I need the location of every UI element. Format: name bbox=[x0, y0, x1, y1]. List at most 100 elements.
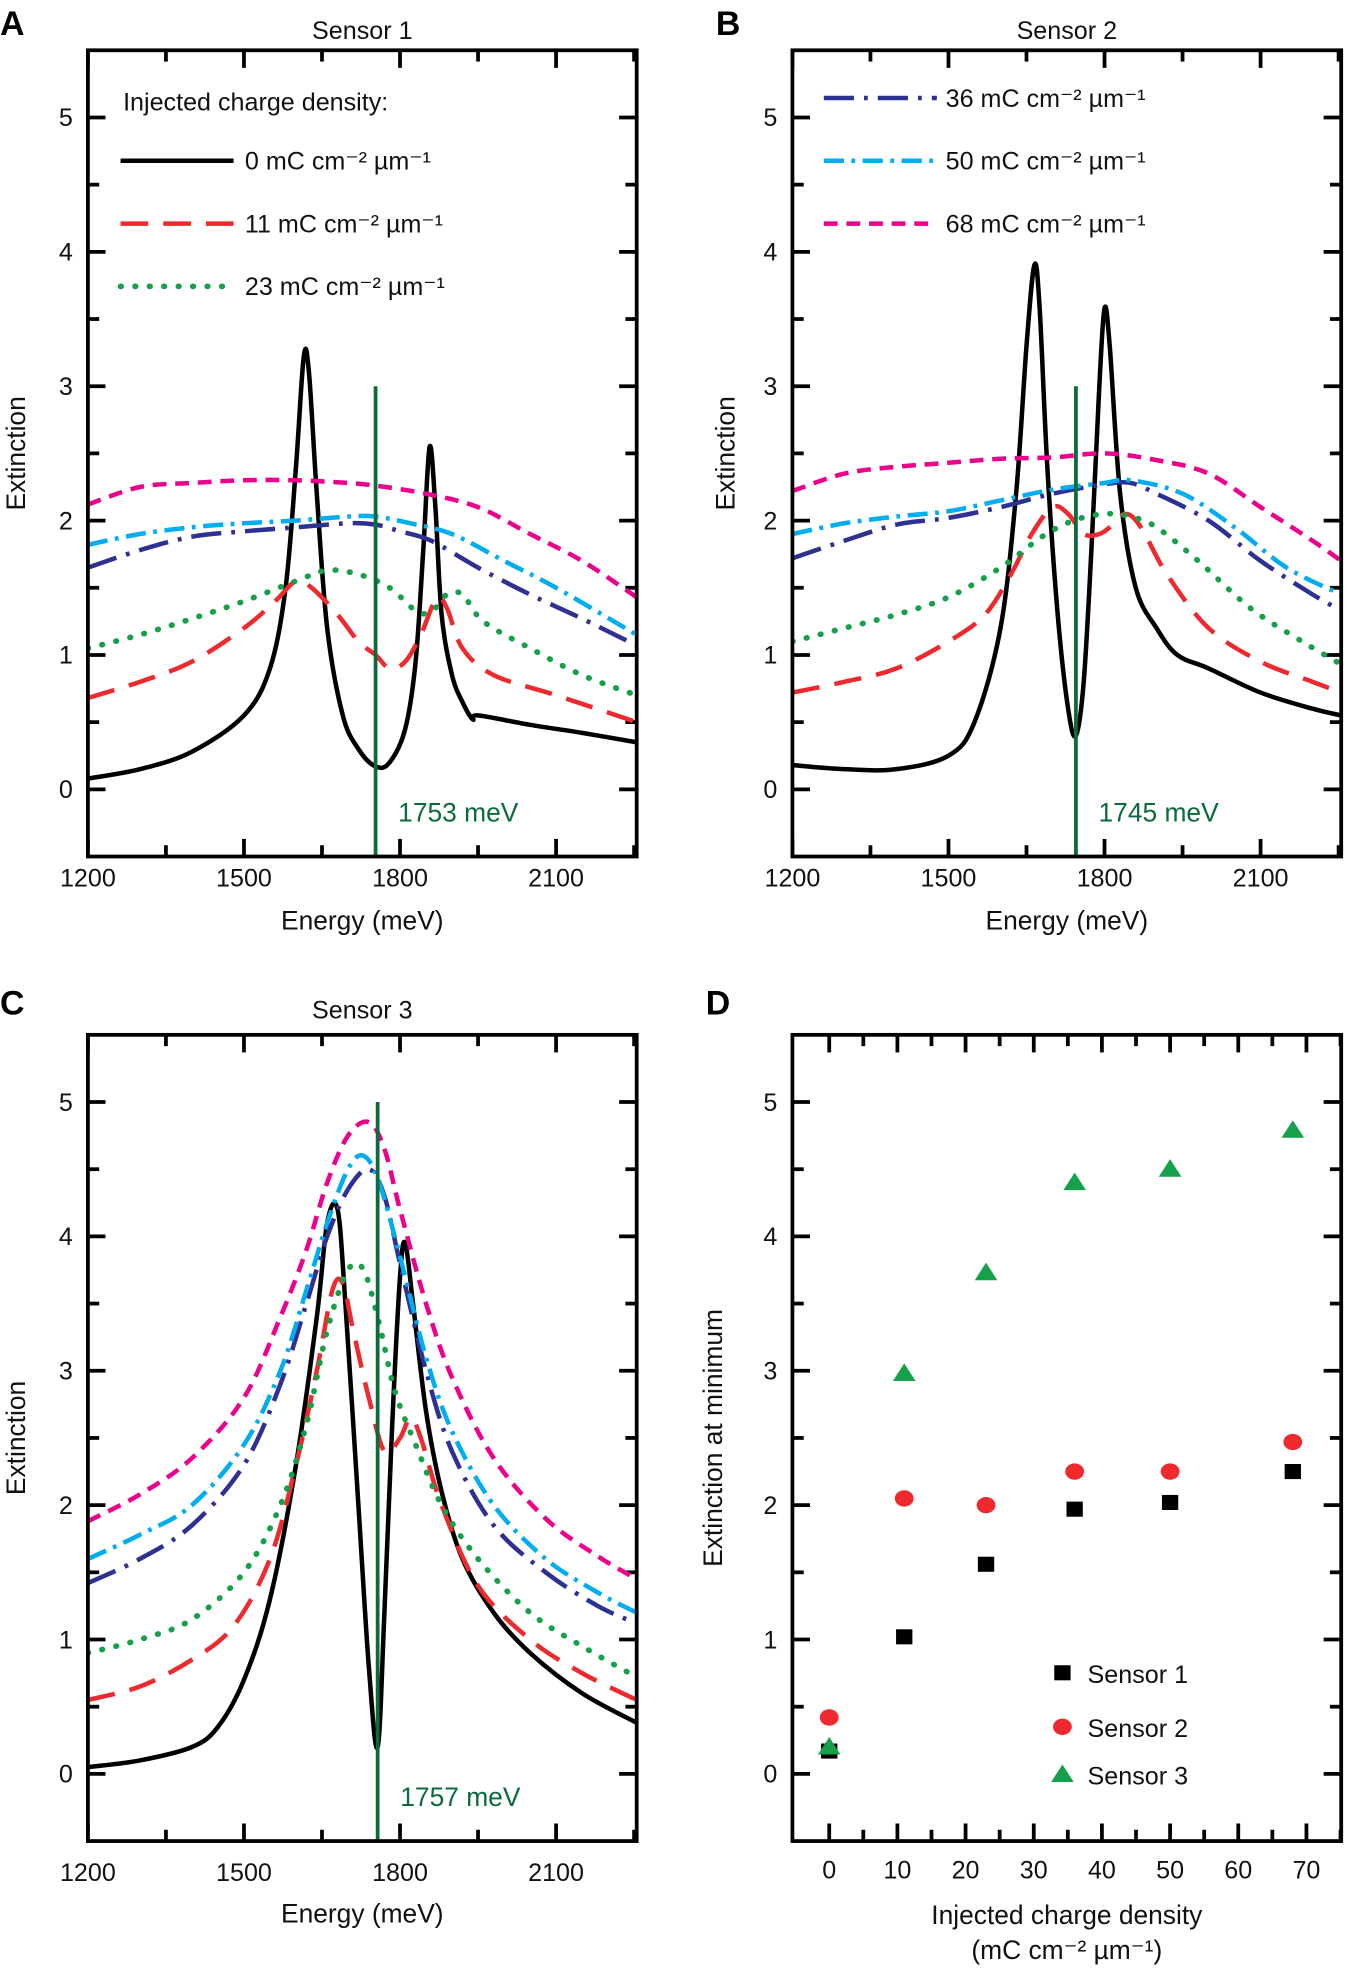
x-tick-label: 1800 bbox=[372, 1859, 428, 1887]
panel-c: C Sensor 3 1200 1500 1800 2100 0 1 2 3 4 5 Energy (m… bbox=[0, 985, 639, 1929]
x-tick-label: 1200 bbox=[60, 865, 116, 893]
series-line-3 bbox=[87, 1166, 637, 1626]
panel-d: D 0 10 20 30 40 50 60 70 0 1 2 3 4 5 Injected charge de… bbox=[698, 985, 1344, 1965]
legend-title: Injected charge density: bbox=[123, 89, 388, 117]
series-line-4 bbox=[87, 1152, 637, 1615]
x-tick-label: 1200 bbox=[60, 1859, 116, 1887]
legend-label: Sensor 1 bbox=[1088, 1661, 1189, 1689]
panel-letter: B bbox=[716, 5, 740, 43]
y-tick-label: 1 bbox=[763, 642, 777, 670]
plot-frame bbox=[790, 1032, 1344, 1843]
legend-label: 0 mC cm⁻² µm⁻¹ bbox=[245, 148, 431, 176]
x-tick-label: 1500 bbox=[921, 865, 977, 893]
legend: 36 mC cm⁻² µm⁻¹ 50 mC cm⁻² µm⁻¹ 68 mC cm⁻²… bbox=[823, 85, 1146, 238]
panel-b: B Sensor 2 1200 1500 1800 2100 0 1 2 3 4 5 Energy (m… bbox=[711, 5, 1344, 935]
legend-label: Sensor 3 bbox=[1088, 1763, 1189, 1791]
series-line-0 bbox=[87, 1200, 637, 1770]
y-axis-label: Extinction bbox=[711, 396, 741, 510]
x-axis-label: Energy (meV) bbox=[281, 1899, 444, 1929]
panel-title: Sensor 3 bbox=[312, 997, 412, 1025]
x-tick-label: 1800 bbox=[1077, 865, 1133, 893]
resonance-label: 1745 meV bbox=[1099, 797, 1220, 827]
data-point-square bbox=[977, 1556, 995, 1572]
data-point-square bbox=[1284, 1464, 1301, 1480]
y-tick-label: 2 bbox=[59, 507, 73, 535]
series-line-4 bbox=[792, 477, 1342, 597]
y-tick-label: 3 bbox=[763, 373, 777, 401]
data-point-triangle bbox=[1063, 1172, 1086, 1191]
y-tick-label: 4 bbox=[763, 1223, 777, 1251]
y-tick-label: 0 bbox=[763, 1761, 777, 1789]
y-tick-label: 5 bbox=[763, 1089, 777, 1117]
data-point-circle bbox=[1065, 1463, 1085, 1480]
legend-marker-triangle bbox=[1051, 1764, 1074, 1783]
x-tick-label: 70 bbox=[1292, 1857, 1320, 1885]
plot-frame bbox=[790, 48, 1344, 859]
x-axis-label: Energy (meV) bbox=[281, 905, 444, 935]
series-line-2 bbox=[87, 1260, 637, 1680]
data-point-square bbox=[1161, 1494, 1179, 1510]
y-tick-label: 1 bbox=[59, 1626, 73, 1654]
y-tick-label: 2 bbox=[763, 507, 777, 535]
panel-letter: C bbox=[0, 985, 24, 1023]
y-tick-label: 0 bbox=[763, 776, 777, 804]
resonance-label: 1753 meV bbox=[398, 797, 519, 827]
y-axis-label: Extinction at minimum bbox=[698, 1309, 728, 1567]
legend-label: 50 mC cm⁻² µm⁻¹ bbox=[946, 148, 1146, 176]
x-tick-label: 1200 bbox=[764, 865, 820, 893]
series-line-2 bbox=[792, 510, 1342, 668]
x-axis-label: Energy (meV) bbox=[986, 905, 1149, 935]
x-tick-label: 1500 bbox=[216, 865, 272, 893]
data-point-triangle bbox=[974, 1262, 998, 1281]
y-tick-label: 0 bbox=[59, 1761, 73, 1789]
y-tick-label: 5 bbox=[59, 1089, 73, 1117]
plot-area bbox=[87, 346, 637, 857]
legend-label: 68 mC cm⁻² µm⁻¹ bbox=[946, 210, 1146, 238]
x-tick-label: 40 bbox=[1088, 1857, 1116, 1885]
x-tick-label: 2100 bbox=[528, 1859, 584, 1887]
y-tick-label: 3 bbox=[59, 373, 73, 401]
data-point-triangle bbox=[817, 1736, 841, 1755]
y-tick-label: 5 bbox=[763, 104, 777, 132]
data-point-circle bbox=[1160, 1463, 1180, 1480]
legend-marker-square bbox=[1054, 1665, 1071, 1681]
panel-letter: A bbox=[0, 5, 24, 43]
x-tick-label: 60 bbox=[1224, 1857, 1252, 1885]
y-axis-label: Extinction bbox=[1, 1381, 31, 1495]
y-tick-label: 4 bbox=[59, 1223, 73, 1251]
panel-letter: D bbox=[706, 985, 730, 1023]
x-tick-label: 0 bbox=[822, 1857, 836, 1885]
plot-area bbox=[817, 1120, 1305, 1759]
plot-frame bbox=[86, 48, 639, 859]
y-tick-label: 4 bbox=[59, 239, 73, 267]
x-tick-label: 20 bbox=[952, 1857, 980, 1885]
plot-frame bbox=[86, 1032, 639, 1843]
legend: Sensor 1 Sensor 2 Sensor 3 bbox=[1051, 1661, 1188, 1791]
data-point-triangle bbox=[1158, 1159, 1182, 1177]
y-tick-label: 3 bbox=[763, 1358, 777, 1386]
legend-label: 11 mC cm⁻² µm⁻¹ bbox=[245, 210, 443, 238]
legend-label: 23 mC cm⁻² µm⁻¹ bbox=[245, 273, 445, 301]
legend-label: 36 mC cm⁻² µm⁻¹ bbox=[946, 85, 1146, 113]
legend: Injected charge density: 0 mC cm⁻² µm⁻¹ 11… bbox=[117, 89, 445, 301]
x-tick-label: 10 bbox=[883, 1857, 911, 1885]
series-line-3 bbox=[792, 479, 1342, 613]
x-tick-label: 2100 bbox=[528, 865, 584, 893]
x-tick-label: 30 bbox=[1020, 1857, 1048, 1885]
data-point-circle bbox=[976, 1496, 996, 1514]
data-point-triangle bbox=[892, 1363, 916, 1381]
y-tick-label: 1 bbox=[59, 642, 73, 670]
y-axis-label: Extinction bbox=[1, 396, 31, 510]
x-axis-label: Injected charge density bbox=[931, 1900, 1203, 1930]
legend-marker-circle bbox=[1053, 1718, 1072, 1735]
series-line-0 bbox=[792, 261, 1342, 773]
series-line-0 bbox=[87, 346, 637, 781]
data-point-square bbox=[896, 1629, 913, 1645]
data-point-square bbox=[1066, 1501, 1083, 1517]
x-tick-label: 2100 bbox=[1233, 865, 1289, 893]
series-line-4 bbox=[87, 513, 637, 637]
series-line-5 bbox=[792, 451, 1342, 563]
data-point-circle bbox=[1283, 1433, 1303, 1451]
x-tick-label: 50 bbox=[1156, 1857, 1184, 1885]
